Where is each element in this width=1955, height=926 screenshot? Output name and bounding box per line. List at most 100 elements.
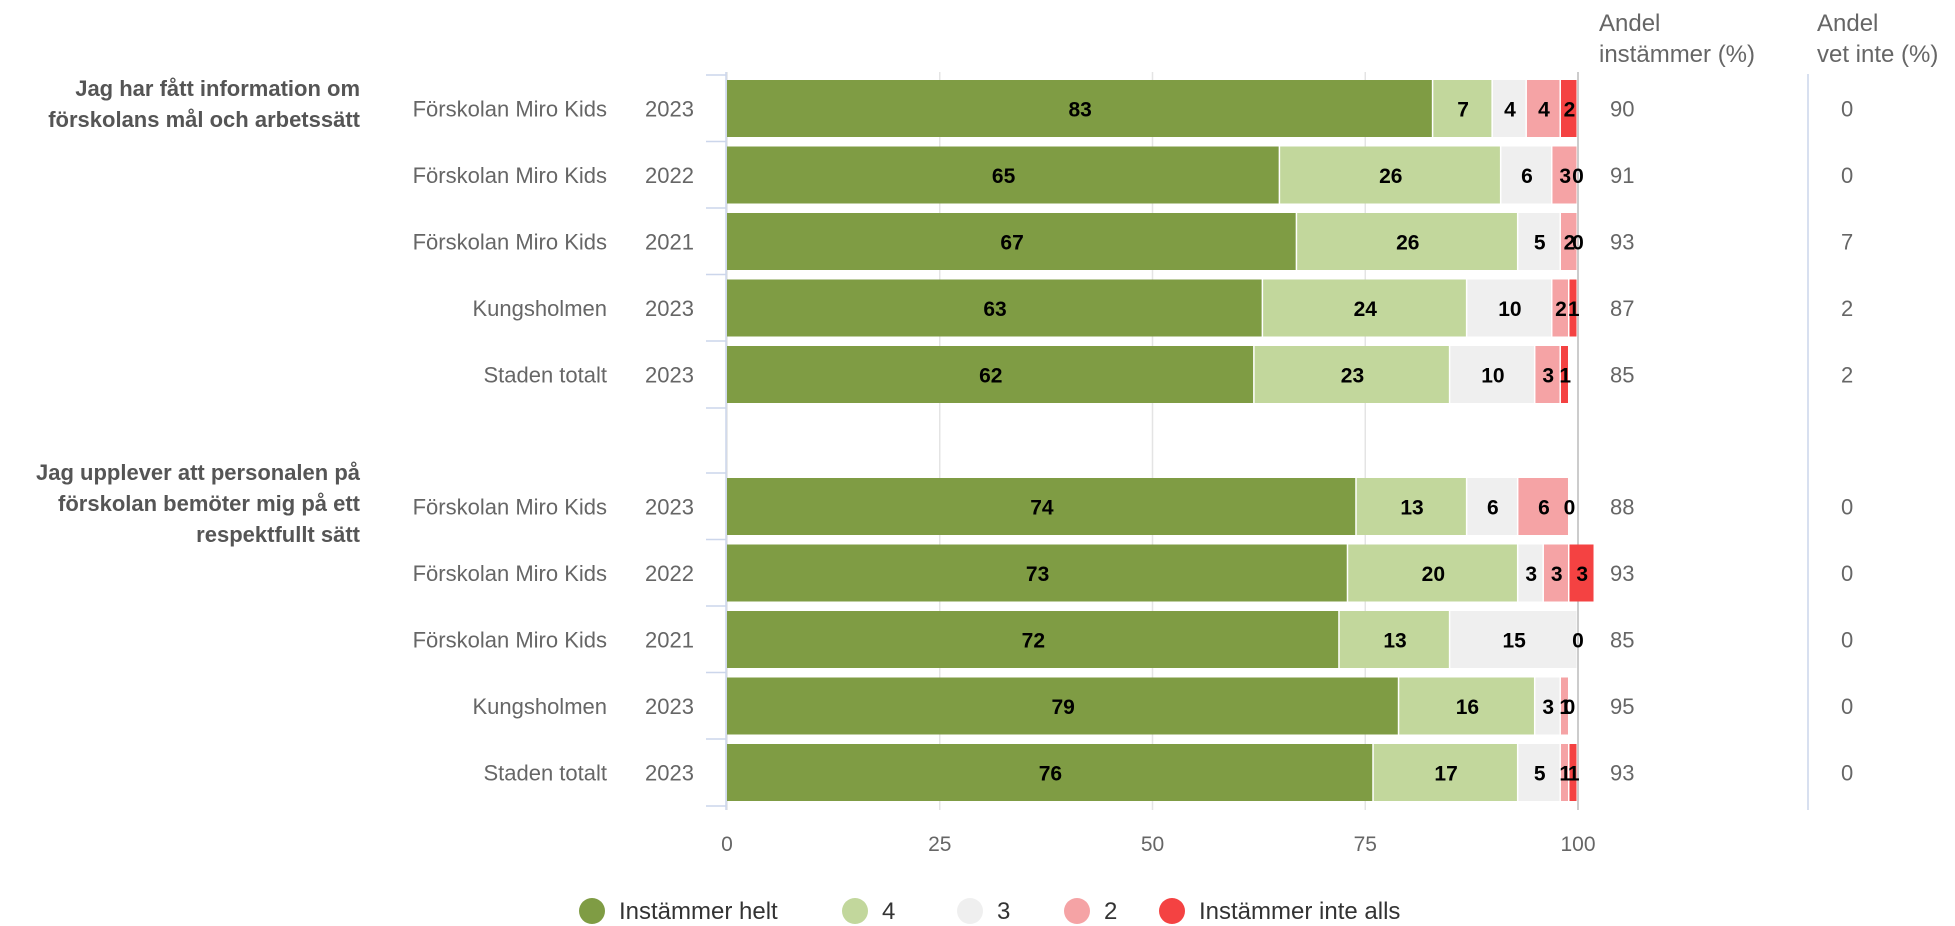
bar-segment <box>1569 544 1594 602</box>
row-name-label: Förskolan Miro Kids <box>413 561 607 586</box>
legend-label: Instämmer inte alls <box>1199 898 1400 925</box>
legend-item[interactable]: 2 <box>1064 898 1117 925</box>
x-axis: 0 25 50 75 100 <box>706 72 1596 856</box>
row-year-label: 2023 <box>645 761 694 786</box>
data-label: 1 <box>1559 365 1571 388</box>
data-label: 1 <box>1559 763 1571 786</box>
bar-segment <box>1450 611 1577 668</box>
bar-segment <box>727 744 1373 801</box>
legend-swatch <box>1159 898 1185 924</box>
data-label: 3 <box>1525 563 1537 586</box>
agree-value: 85 <box>1610 628 1634 653</box>
data-label: 62 <box>979 365 1002 388</box>
legend-swatch <box>957 898 983 924</box>
legend-label: 4 <box>882 898 895 925</box>
question-label: Jag har fått information om <box>75 76 360 101</box>
row-name-label: Staden totalt <box>483 363 607 388</box>
bar-segment <box>1543 544 1568 602</box>
dontknow-header-line1: Andel <box>1817 10 1878 37</box>
bar-segment <box>1560 80 1577 137</box>
data-label: 16 <box>1456 696 1479 719</box>
data-label: 26 <box>1396 232 1419 255</box>
question-label: förskolans mål och arbetssätt <box>48 107 360 132</box>
data-label: 73 <box>1026 563 1049 586</box>
data-label: 20 <box>1422 563 1445 586</box>
data-label: 3 <box>1576 563 1588 586</box>
data-label: 83 <box>1068 99 1091 122</box>
data-label: 79 <box>1051 696 1074 719</box>
bar-segment <box>1518 744 1560 801</box>
bar-segment <box>1297 213 1517 270</box>
legend-label: Instämmer helt <box>619 898 778 925</box>
row-name-label: Förskolan Miro Kids <box>413 495 607 520</box>
bar-segment <box>1339 611 1449 668</box>
legend-item[interactable]: Instämmer inte alls <box>1159 898 1400 925</box>
bar-segment <box>1569 279 1577 337</box>
bar-segment <box>1569 744 1577 801</box>
bar-segment <box>1518 544 1543 602</box>
data-label: 4 <box>1538 99 1550 122</box>
dontknow-value: 0 <box>1841 694 1853 719</box>
bar-segment <box>1560 677 1568 735</box>
agree-header-line2: instämmer (%) <box>1599 41 1755 68</box>
legend-item[interactable]: Instämmer helt <box>579 898 778 925</box>
data-label: 74 <box>1030 497 1054 520</box>
bar-segment <box>1552 146 1577 204</box>
x-tick-label: 75 <box>1354 833 1377 856</box>
data-label: 3 <box>1542 365 1554 388</box>
agree-value: 93 <box>1610 230 1634 255</box>
data-label: 5 <box>1534 232 1546 255</box>
dontknow-value: 0 <box>1841 628 1853 653</box>
row-year-label: 2022 <box>645 163 694 188</box>
row-year-label: 2023 <box>645 495 694 520</box>
legend-item[interactable]: 4 <box>842 898 895 925</box>
data-label: 10 <box>1481 365 1504 388</box>
data-label: 2 <box>1555 298 1567 321</box>
agree-value: 93 <box>1610 561 1634 586</box>
bar-segment <box>1467 478 1517 535</box>
data-label: 3 <box>1542 696 1554 719</box>
dontknow-header-line2: vet inte (%) <box>1817 41 1938 68</box>
data-label: 6 <box>1538 497 1550 520</box>
data-label: 0 <box>1572 165 1584 188</box>
dontknow-value: 0 <box>1841 761 1853 786</box>
agree-value: 95 <box>1610 694 1634 719</box>
agree-header-line1: Andel <box>1599 10 1660 37</box>
data-label: 7 <box>1457 99 1469 122</box>
row-name-label: Staden totalt <box>483 761 607 786</box>
question-label: förskolan bemöter mig på ett <box>58 491 361 516</box>
bar-segment <box>1254 346 1449 403</box>
legend-item[interactable]: 3 <box>957 898 1010 925</box>
data-label: 0 <box>1564 696 1576 719</box>
row-name-label: Kungsholmen <box>472 694 607 719</box>
row-labels: Jag har fått information om förskolans må… <box>36 76 694 786</box>
dontknow-value: 0 <box>1841 495 1853 520</box>
bar-segment <box>727 213 1296 270</box>
legend-swatch <box>1064 898 1090 924</box>
bar-segment <box>1373 744 1517 801</box>
legend: Instämmer helt 4 3 2 Instämmer inte alls <box>579 898 1400 925</box>
agree-value: 88 <box>1610 495 1634 520</box>
bar-segment <box>727 611 1339 668</box>
dontknow-value: 0 <box>1841 97 1853 122</box>
data-label: 17 <box>1434 763 1457 786</box>
data-label: 3 <box>1559 165 1571 188</box>
data-label: 2 <box>1564 99 1576 122</box>
bar-segment <box>1560 346 1568 403</box>
bar-segment <box>1399 677 1534 735</box>
bar-segment <box>1501 146 1551 204</box>
data-label: 3 <box>1551 563 1563 586</box>
legend-swatch <box>842 898 868 924</box>
data-label: 10 <box>1498 298 1521 321</box>
bar-segment <box>1433 80 1492 137</box>
bar-segment <box>1280 146 1500 204</box>
data-label: 72 <box>1022 630 1045 653</box>
bar-segment <box>1467 279 1551 337</box>
agree-value: 93 <box>1610 761 1634 786</box>
data-label: 67 <box>1000 232 1023 255</box>
bar-segment <box>727 478 1356 535</box>
dontknow-value: 7 <box>1841 230 1853 255</box>
data-label: 4 <box>1504 99 1516 122</box>
